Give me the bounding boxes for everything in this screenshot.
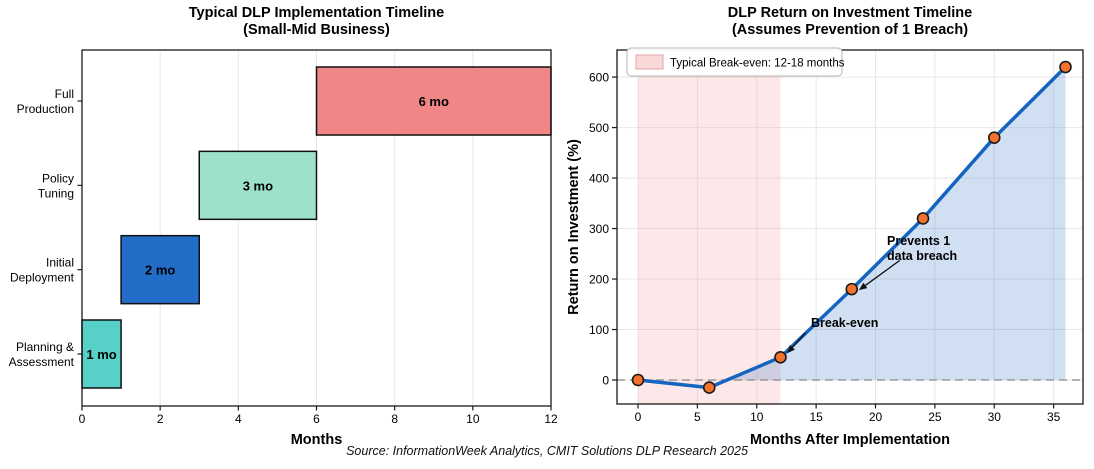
gantt-bar-label: 3 mo: [243, 178, 273, 193]
annotation-arrow-line: [791, 332, 806, 348]
tick-y-label: 100: [589, 323, 609, 337]
tick-x-label: 4: [235, 412, 242, 426]
tick-x-label: 30: [988, 410, 1002, 424]
tick-x-label: 12: [544, 412, 558, 426]
tick-y-label: 300: [589, 222, 609, 236]
y-axis-label: Return on Investment (%): [566, 139, 582, 315]
roi-marker: [916, 212, 930, 225]
roi-marker: [845, 282, 859, 296]
roi-marker: [987, 131, 1001, 144]
tick-x-label: 5: [694, 410, 701, 424]
legend-box: [626, 47, 843, 77]
roi-area-fill: [727, 66, 1066, 380]
roi-marker: [774, 350, 787, 364]
x-axis-label: Months: [291, 432, 343, 448]
annotation-arrow-line: [864, 259, 901, 286]
tick-x-label: 0: [635, 410, 642, 424]
tick-y-label: 400: [589, 172, 609, 186]
tick-x-label: 2: [157, 412, 164, 426]
gantt-bar: [198, 150, 318, 221]
x-axis-label: Months After Implementation: [750, 432, 950, 448]
gantt-chart-panel: 1 mo Planning & Assessment 2 mo Initial Deplo…: [0, 0, 560, 448]
chart-subtitle: (Small-Mid Business): [243, 22, 390, 38]
tick-x-label: 10: [750, 410, 764, 424]
annotation-text: Prevents 1 data breach: [887, 234, 957, 263]
annotation-arrow-head: [858, 282, 868, 291]
tick-x-label: 8: [391, 412, 398, 426]
breakeven-region: [638, 50, 781, 404]
roi-marker: [702, 381, 716, 394]
gantt-bar: [315, 66, 552, 136]
legend: Typical Break-even: 12-18 months: [626, 47, 845, 77]
tick-x-label: 6: [313, 412, 320, 426]
chart-title: Typical DLP Implementation Timeline: [189, 5, 444, 21]
category-label: Policy Tuning: [38, 171, 74, 200]
tick-x-label: 20: [869, 410, 883, 424]
tick-y-label: 200: [589, 273, 609, 287]
chart-subtitle: (Assumes Prevention of 1 Breach): [732, 22, 968, 38]
roi-marker: [1059, 60, 1072, 74]
tick-x-label: 10: [466, 412, 480, 426]
gantt-bar: [120, 234, 200, 305]
tick-x-label: 15: [809, 410, 823, 424]
tick-y-label: 600: [589, 71, 609, 85]
tick-x-label: 35: [1047, 410, 1061, 424]
tick-x-label: 25: [928, 410, 942, 424]
category-label: Initial Deployment: [10, 256, 75, 285]
source-note: Source: InformationWeek Analytics, CMIT …: [346, 444, 748, 458]
chart-title: DLP Return on Investment Timeline: [728, 5, 972, 21]
legend-swatch: [635, 54, 664, 70]
category-label: Planning & Assessment: [9, 340, 75, 369]
roi-chart-svg: Break-even Prevents 1 data breach 0 5 10 15 20 2…: [566, 5, 1084, 448]
legend-label: Typical Break-even: 12-18 months: [670, 58, 845, 70]
tick-y-label: 0: [602, 374, 609, 388]
axes-box: [616, 49, 1084, 405]
roi-chart-panel: Break-even Prevents 1 data breach 0 5 10 15 20 2…: [560, 0, 1094, 448]
gantt-bar-label: 1 mo: [86, 347, 116, 362]
gantt-bar-label: 2 mo: [145, 263, 175, 278]
roi-marker: [631, 373, 645, 387]
gantt-bar-label: 6 mo: [419, 94, 449, 109]
tick-x-label: 0: [79, 412, 86, 426]
gantt-chart-svg: 1 mo Planning & Assessment 2 mo Initial Deplo…: [9, 5, 558, 448]
annotation-text: Break-even: [811, 316, 878, 330]
tick-y-label: 500: [589, 121, 609, 135]
annotation-arrow-head: [787, 345, 795, 354]
category-label: Full Production: [17, 87, 74, 116]
